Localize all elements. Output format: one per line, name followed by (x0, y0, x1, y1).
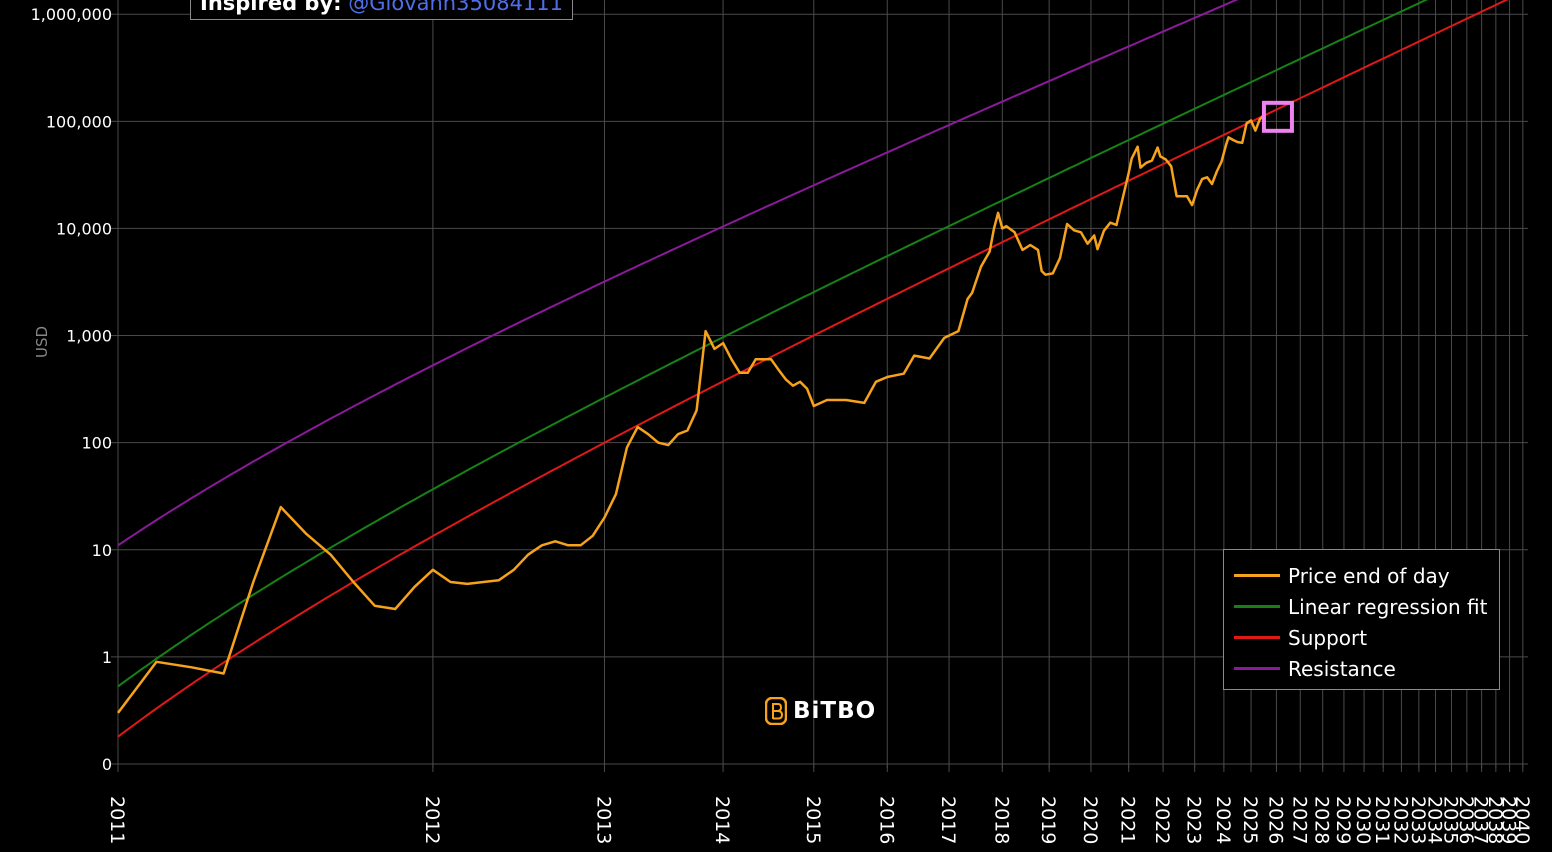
x-tick-label: 2028 (1311, 796, 1333, 844)
highlight-marks (1261, 100, 1294, 133)
x-tick-label: 2030 (1352, 796, 1374, 844)
x-tick-label: 2013 (592, 796, 614, 844)
x-tick-label: 2015 (802, 796, 824, 844)
x-tick-label: 2023 (1183, 796, 1205, 844)
x-tick-label: 2037 (1470, 796, 1492, 844)
series-line-regression (117, 0, 1429, 688)
x-tick-label: 2031 (1371, 796, 1393, 844)
credit-box: Inspired by: @Giovann35084111 (190, 0, 574, 20)
x-tick-label: 2036 (1455, 796, 1477, 844)
x-tick-label: 2014 (711, 796, 733, 844)
x-tick-label: 2039 (1498, 796, 1520, 844)
x-tick-label: 2011 (106, 796, 128, 844)
x-tick-label: 2040 (1511, 796, 1533, 844)
y-axis-label: USD (33, 326, 51, 358)
legend-item-support[interactable]: Support (1224, 622, 1499, 653)
x-tick-label: 2017 (937, 796, 959, 844)
series-line-support (117, 0, 1509, 738)
y-tick-label: 0 (102, 755, 112, 774)
y-axis-ticks: 0 1 10 100 1,000 10,000 100,000 1,000,000 (31, 5, 118, 774)
legend-label-support: Support (1288, 625, 1368, 650)
x-tick-label: 2020 (1079, 796, 1101, 844)
legend-swatch-regression (1234, 605, 1280, 608)
legend-swatch-resistance (1234, 667, 1280, 670)
credit-prefix: Inspired by: (200, 0, 342, 15)
series-line-resistance (117, 0, 1239, 547)
x-tick-label: 2033 (1407, 796, 1429, 844)
legend-swatch-support (1234, 636, 1280, 639)
x-tick-label: 2018 (990, 796, 1012, 844)
x-tick-label: 2019 (1037, 796, 1059, 844)
x-tick-label: 2038 (1484, 796, 1506, 844)
legend-item-resistance[interactable]: Resistance (1224, 653, 1499, 684)
y-tick-label: 100,000 (46, 112, 112, 131)
y-tick-label: 1,000 (66, 327, 112, 346)
x-tick-label: 2024 (1212, 796, 1234, 844)
legend-label-price: Price end of day (1288, 563, 1450, 588)
x-tick-label: 2012 (421, 796, 443, 844)
x-tick-label: 2025 (1239, 796, 1261, 844)
x-tick-label: 2022 (1151, 796, 1173, 844)
x-axis-ticks: 2011 2012 2013 2014 2015 2016 2017 2018 2019 2020… (106, 764, 1533, 844)
y-tick-label: 100 (81, 434, 112, 453)
y-tick-label: 10 (92, 541, 112, 560)
legend-label-regression: Linear regression fit (1288, 594, 1488, 619)
x-tick-label: 2034 (1424, 796, 1446, 844)
legend-label-resistance: Resistance (1288, 656, 1396, 681)
x-tick-label: 2027 (1288, 796, 1310, 844)
bitbo-logo-icon (765, 697, 787, 725)
bitbo-logo: BiTBO (765, 697, 876, 725)
current-price-marker (1261, 100, 1294, 133)
y-tick-label: 10,000 (56, 219, 112, 238)
x-tick-label: 2021 (1117, 796, 1139, 844)
y-tick-label: 1 (102, 648, 112, 667)
x-tick-label: 2026 (1264, 796, 1286, 844)
legend-item-price[interactable]: Price end of day (1224, 560, 1499, 591)
x-tick-label: 2016 (875, 796, 897, 844)
bitbo-logo-text: BiTBO (793, 698, 877, 724)
x-tick-label: 2032 (1389, 796, 1411, 844)
x-tick-label: 2029 (1332, 796, 1354, 844)
series-lines (117, 0, 1509, 738)
series-line-price (117, 113, 1265, 714)
legend-swatch-price (1234, 574, 1280, 577)
chart-legend: Price end of day Linear regression fit S… (1223, 549, 1500, 690)
x-tick-label: 2035 (1440, 796, 1462, 844)
credit-handle-link[interactable]: @Giovann35084111 (348, 0, 564, 15)
legend-item-regression[interactable]: Linear regression fit (1224, 591, 1499, 622)
y-tick-label: 1,000,000 (31, 5, 112, 24)
